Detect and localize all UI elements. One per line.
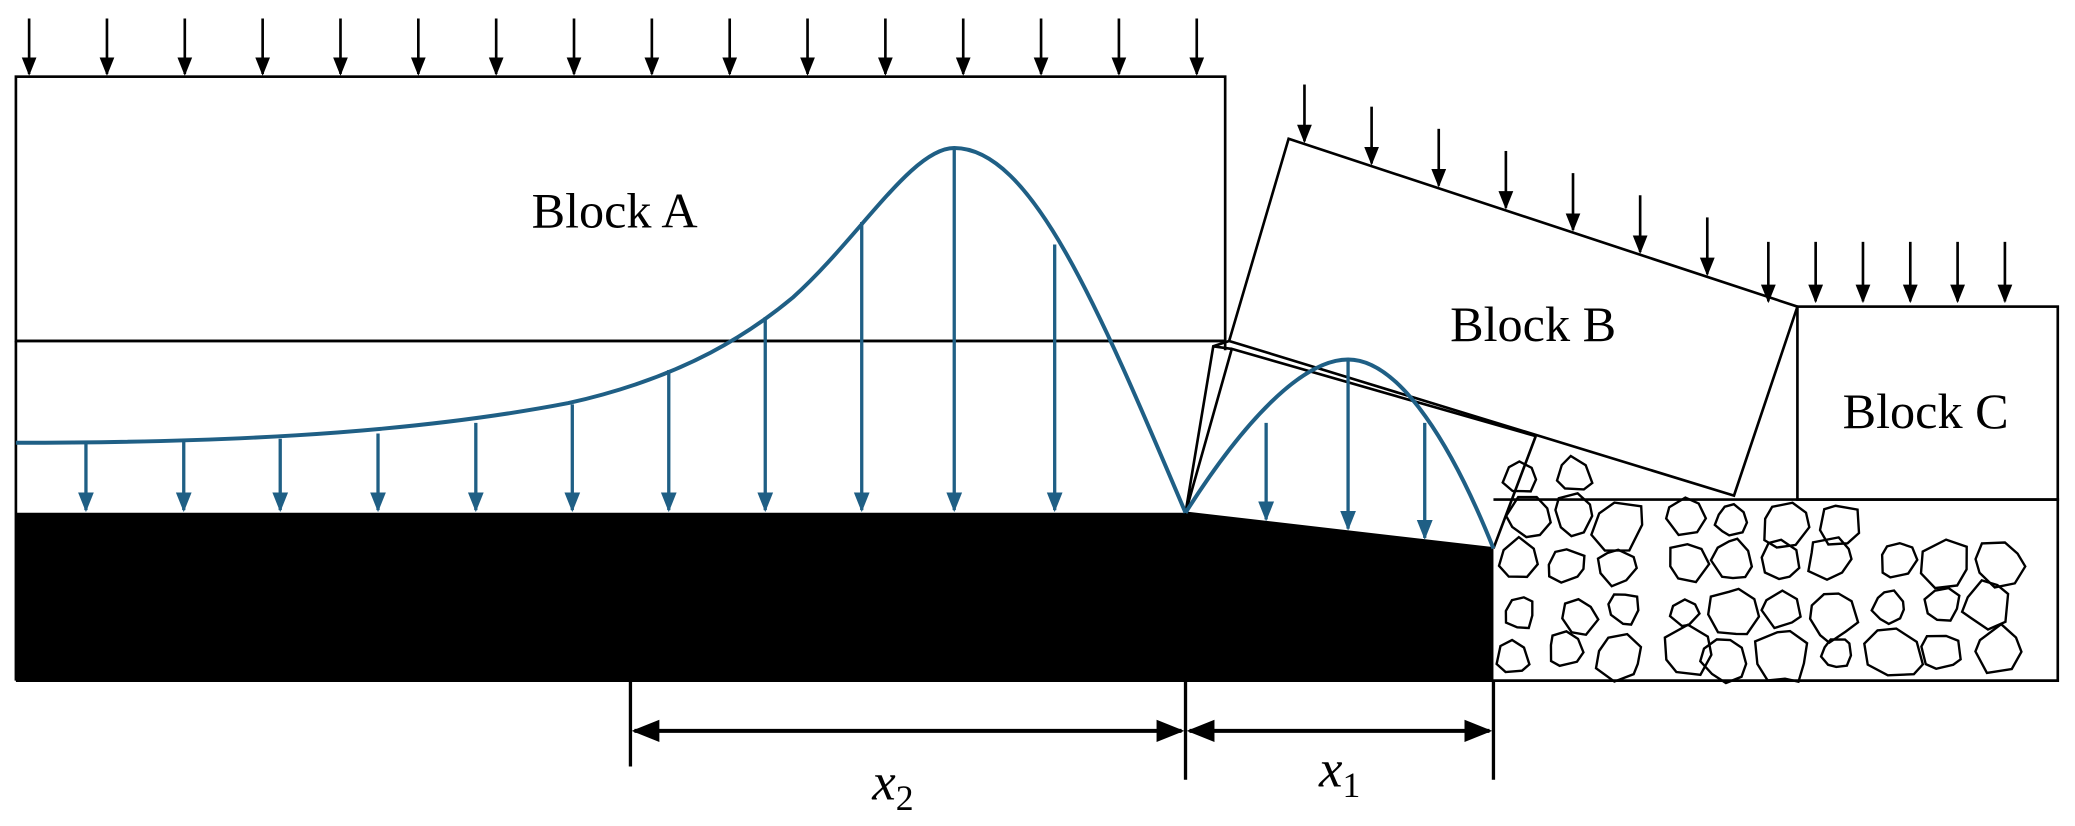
rock: [1960, 578, 2010, 631]
rock: [1760, 538, 1801, 581]
rock: [1713, 502, 1749, 537]
block-label: Block C: [1843, 383, 2009, 439]
stress-curve: [15, 146, 1496, 550]
dim-subscript: 2: [896, 778, 914, 818]
rock: [1547, 548, 1586, 584]
rubble: [1495, 454, 2027, 685]
rock: [1706, 587, 1761, 636]
rock: [1863, 627, 1925, 677]
load-arrows: [21, 18, 2013, 304]
rock: [1590, 501, 1644, 552]
rock: [1698, 638, 1748, 685]
rock: [1974, 541, 2027, 589]
rock: [1763, 501, 1811, 549]
rock: [1668, 598, 1701, 628]
rock: [1760, 589, 1802, 630]
dim-symbol: x: [871, 754, 896, 812]
rock: [1663, 623, 1713, 677]
rock: [1920, 634, 1962, 670]
dim-label: x1: [1318, 740, 1360, 805]
block-b: [1227, 137, 1800, 498]
dim-symbol: x: [1318, 740, 1343, 798]
rock: [1495, 638, 1531, 674]
rock: [1554, 492, 1594, 538]
rock: [1549, 630, 1585, 668]
rock: [1880, 541, 1919, 579]
rock: [1807, 536, 1853, 581]
rock: [1808, 592, 1860, 645]
block-label: Block A: [532, 182, 698, 238]
layer-b: [1184, 339, 1537, 514]
rock: [1561, 597, 1600, 637]
dim-subscript: 1: [1342, 765, 1360, 805]
rock: [1504, 596, 1534, 630]
rock: [1923, 586, 1961, 622]
coal-seam: [15, 512, 1494, 681]
block-label: Block B: [1450, 296, 1616, 352]
dimensions: [628, 680, 1496, 780]
rock: [1607, 593, 1640, 626]
rock: [1870, 589, 1906, 626]
rock: [1594, 632, 1643, 683]
rock: [1501, 460, 1538, 493]
dim-label: x2: [871, 754, 913, 819]
rock: [1555, 454, 1594, 491]
rock: [1504, 495, 1552, 539]
rock: [1664, 496, 1708, 537]
rock: [1919, 538, 1968, 590]
rock: [1974, 622, 2023, 675]
stress-curve-a: [15, 146, 1188, 514]
rock: [1596, 548, 1639, 588]
stress-arrows: [78, 148, 1433, 540]
rock: [1709, 537, 1754, 580]
rock: [1669, 543, 1711, 584]
rock: [1497, 535, 1540, 579]
rock: [1819, 638, 1853, 669]
rock: [1753, 629, 1809, 684]
dim-ticks: [628, 680, 1496, 780]
